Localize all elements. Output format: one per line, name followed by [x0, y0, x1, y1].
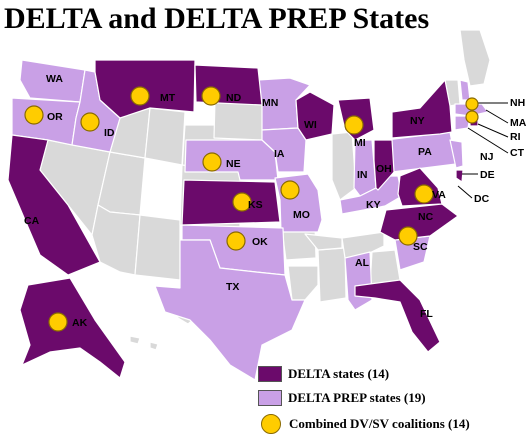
- coalition-dot: [226, 231, 246, 251]
- state-tx: [154, 239, 306, 381]
- coalition-dot: [201, 86, 221, 106]
- delta-prep-states: [11, 59, 489, 381]
- coalition-dot: [280, 180, 300, 200]
- coalition-dot: [80, 112, 100, 132]
- coalition-dot: [130, 86, 150, 106]
- label-ca: CA: [24, 215, 40, 227]
- label-ky: KY: [366, 199, 381, 211]
- state-de: [455, 169, 464, 183]
- label-mo: MO: [293, 209, 310, 221]
- legend-prep-label: DELTA PREP states (19): [288, 390, 426, 405]
- label-mn: MN: [262, 97, 278, 109]
- state-ca: [7, 134, 101, 276]
- label-fl: FL: [420, 308, 433, 320]
- label-de: DE: [480, 169, 495, 181]
- label-ks: KS: [248, 199, 263, 211]
- state-ak: [19, 277, 126, 379]
- coalition-dot: [24, 105, 44, 125]
- legend-delta-label: DELTA states (14): [288, 366, 390, 381]
- label-oh: OH: [376, 163, 392, 175]
- state-oh: [373, 139, 395, 191]
- label-tx: TX: [226, 281, 239, 293]
- label-ia: IA: [274, 148, 285, 160]
- label-ak: AK: [72, 317, 88, 329]
- label-ri: RI: [510, 131, 521, 143]
- state-nh: [459, 79, 471, 101]
- coalition-dot: [232, 192, 252, 212]
- label-mi: MI: [354, 137, 366, 149]
- label-ne: NE: [226, 158, 241, 170]
- label-ma: MA: [510, 117, 527, 129]
- label-nj: NJ: [480, 151, 494, 163]
- label-nh: NH: [510, 97, 525, 109]
- state-ky: [339, 175, 403, 215]
- label-ok: OK: [252, 236, 268, 248]
- state-ny: [391, 79, 453, 139]
- state-ks: [181, 179, 281, 226]
- label-dc: DC: [474, 193, 490, 205]
- label-or: OR: [47, 111, 63, 123]
- label-nd: ND: [226, 92, 242, 104]
- state-labels: WA OR ID MT ND MN WI MI NY CA NE IA IN O…: [24, 73, 527, 329]
- coalition-dot: [202, 152, 222, 172]
- label-wi: WI: [304, 119, 317, 131]
- map-title: DELTA and DELTA PREP States: [4, 2, 430, 35]
- coalition-dot: [414, 184, 434, 204]
- state-nc: [379, 203, 459, 241]
- label-ny: NY: [410, 115, 425, 127]
- delta-states: [7, 59, 479, 379]
- coalition-dot: [465, 97, 479, 111]
- label-al: AL: [355, 257, 370, 269]
- legend-delta-swatch: [258, 366, 282, 382]
- coalition-dot: [398, 226, 418, 246]
- label-nc: NC: [418, 211, 434, 223]
- label-va: VA: [432, 189, 446, 201]
- legend-prep-swatch: [258, 390, 282, 406]
- label-pa: PA: [418, 146, 432, 158]
- label-mt: MT: [160, 92, 176, 104]
- state-fl: [354, 279, 441, 353]
- state-nj: [449, 139, 464, 169]
- coalition-dot: [465, 110, 479, 124]
- leader-lines: [457, 102, 509, 199]
- coalition-dots: [24, 86, 479, 332]
- legend-coalition-dot: [261, 414, 281, 434]
- legend-prep: DELTA PREP states (19): [258, 390, 426, 406]
- legend-coalition: Combined DV/SV coalitions (14): [258, 414, 470, 434]
- label-sc: SC: [413, 241, 428, 253]
- legend-coalition-label: Combined DV/SV coalitions (14): [289, 416, 470, 431]
- label-id: ID: [104, 127, 115, 139]
- label-ct: CT: [510, 147, 525, 159]
- legend-delta: DELTA states (14): [258, 366, 389, 382]
- label-in: IN: [357, 169, 368, 181]
- state-mo: [274, 173, 323, 233]
- coalition-dot: [344, 115, 364, 135]
- label-wa: WA: [46, 73, 63, 85]
- state-wi: [295, 91, 335, 141]
- coalition-dot: [48, 312, 68, 332]
